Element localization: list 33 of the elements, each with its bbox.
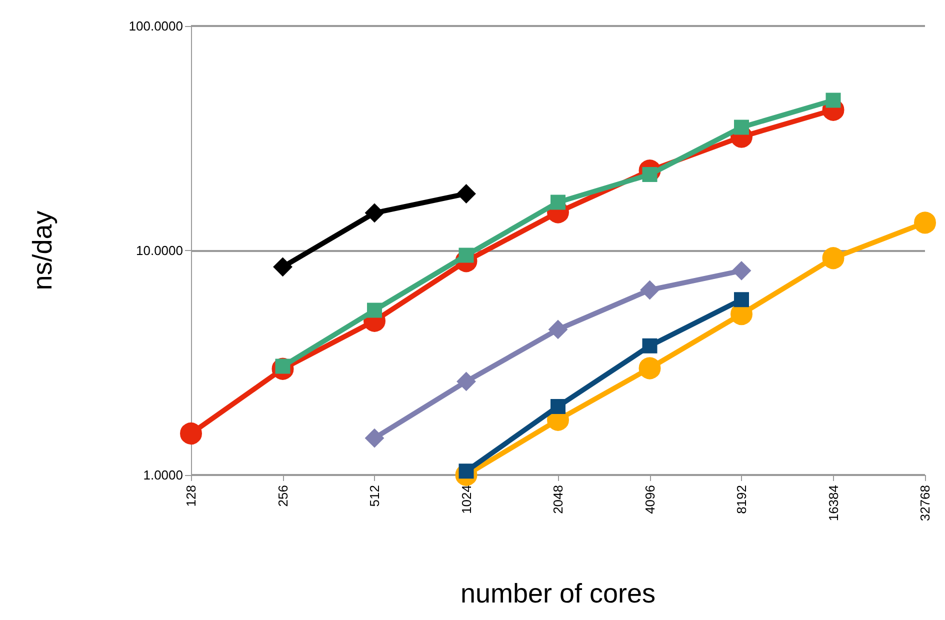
point — [642, 338, 658, 354]
x-tick-label: 512 — [367, 485, 382, 507]
point — [456, 184, 476, 204]
point — [734, 120, 749, 135]
point — [640, 280, 660, 300]
x-tick-label: 8192 — [734, 485, 749, 514]
point — [732, 261, 751, 280]
x-tick-label: 32768 — [918, 485, 932, 522]
point — [456, 372, 476, 391]
x-tick-label: 4096 — [642, 485, 658, 514]
point — [826, 92, 841, 108]
y-tick-label: 100.0000 — [128, 18, 183, 34]
x-tick-label: 256 — [275, 485, 290, 507]
point — [550, 398, 566, 414]
point — [550, 194, 566, 210]
x-tick-label: 16384 — [826, 485, 841, 522]
point — [365, 428, 384, 448]
point — [638, 357, 661, 380]
x-tick-label: 1024 — [458, 485, 474, 514]
point — [180, 422, 202, 445]
x-axis-title: number of cores — [460, 578, 656, 608]
point — [367, 302, 382, 318]
point — [548, 320, 568, 339]
point — [914, 212, 936, 234]
y-axis-title: ns/day — [28, 210, 58, 290]
x-tick-label: 128 — [184, 485, 198, 507]
point — [822, 247, 844, 270]
x-tick-label: 2048 — [550, 485, 566, 514]
point — [273, 257, 292, 276]
y-tick-label: 1.0000 — [143, 468, 183, 482]
point — [365, 203, 384, 222]
y-tick-label: 10.0000 — [136, 243, 183, 258]
point — [734, 292, 749, 308]
